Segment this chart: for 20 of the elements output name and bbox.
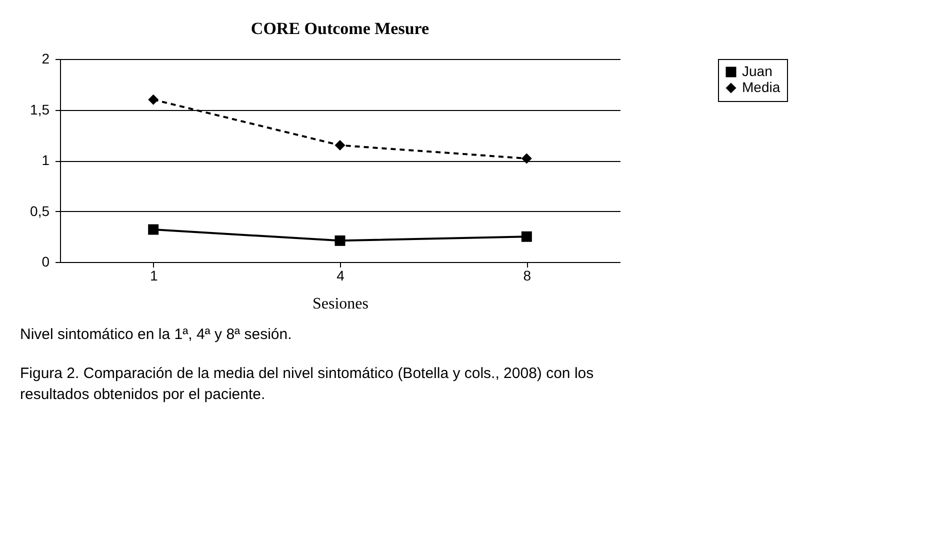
y-tick-label: 0,5 — [30, 202, 50, 219]
point — [521, 231, 532, 242]
chart-title: CORE Outcome Mesure — [250, 19, 430, 38]
x-tick-label: 4 — [336, 268, 345, 284]
text: Figura 2. Comparación de la media del nivel sintomático (Botella y cols., 2008) con los resultados obtenidos por el paciente. — [20, 365, 594, 403]
x-tick-label: 8 — [523, 268, 532, 284]
x-tick-label: 1 — [150, 268, 158, 284]
x-axis-title: Sesiones — [312, 296, 368, 312]
y-tick-label: 2 — [42, 50, 50, 66]
point — [334, 235, 346, 246]
legend-label: Media — [742, 79, 780, 95]
y-tick-label: 0 — [42, 254, 50, 270]
legend-label: Juan — [742, 63, 772, 79]
point — [148, 94, 159, 105]
point — [148, 224, 159, 235]
y-tick-label: 1,5 — [30, 101, 50, 118]
point — [521, 153, 532, 164]
text: Nivel sintomático en la 1ª, 4ª y 8ª sesión. — [20, 326, 292, 343]
point — [334, 140, 346, 151]
y-tick-label: 1 — [42, 152, 50, 168]
